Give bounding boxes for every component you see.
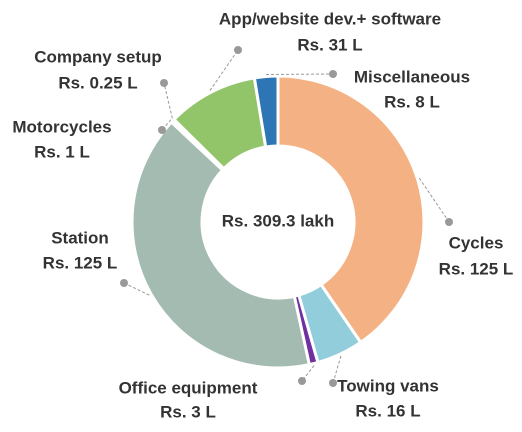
category-label: Office equipment <box>119 378 258 397</box>
category-label: Miscellaneous <box>354 67 470 86</box>
category-label: Towing vans <box>337 376 439 395</box>
value-label: Rs. 31 L <box>297 35 362 54</box>
leader-line <box>164 83 172 118</box>
center-label: Rs. 309.3 lakh <box>222 211 334 230</box>
leader-dot <box>329 379 337 387</box>
leader-dot <box>329 70 337 78</box>
category-label: Motorcycles <box>12 117 111 136</box>
value-label: Rs. 125 L <box>439 259 514 278</box>
value-label: Rs. 3 L <box>160 402 216 421</box>
value-label: Rs. 0.25 L <box>58 73 137 92</box>
leader-dot <box>298 377 306 385</box>
category-label: Cycles <box>449 233 504 252</box>
leader-dot <box>120 279 128 287</box>
category-label: App/website dev.+ software <box>219 9 441 28</box>
category-label: Station <box>51 228 109 247</box>
leader-dot <box>160 79 168 87</box>
leader-dot <box>158 126 166 134</box>
value-label: Rs. 8 L <box>384 92 440 111</box>
value-label: Rs. 125 L <box>43 253 118 272</box>
leader-dot <box>445 218 453 226</box>
value-label: Rs. 1 L <box>34 142 90 161</box>
category-label: Company setup <box>34 47 162 66</box>
leader-dot <box>234 46 242 54</box>
value-label: Rs. 16 L <box>355 401 420 420</box>
